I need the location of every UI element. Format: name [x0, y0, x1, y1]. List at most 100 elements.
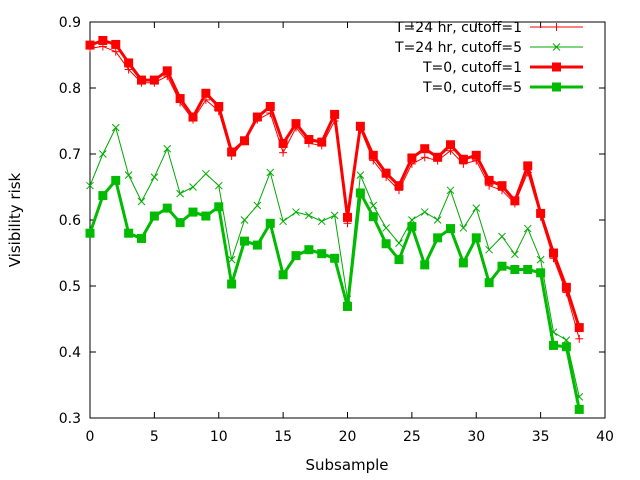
data-point-marker: [523, 224, 532, 233]
data-point-marker: [407, 222, 417, 232]
data-point-marker: [202, 169, 210, 178]
data-point-marker: [292, 208, 300, 216]
data-point-marker: [433, 216, 442, 224]
data-point-marker: [86, 181, 94, 190]
data-point-marker: [124, 228, 134, 238]
data-point-marker: [188, 207, 198, 217]
data-point-marker: [227, 279, 237, 289]
data-point-marker: [420, 260, 430, 270]
data-point-marker: [523, 161, 533, 171]
data-point-marker: [265, 101, 275, 111]
data-point-marker: [498, 232, 506, 241]
legend-label: T=24 hr, cutoff=1: [394, 20, 522, 36]
y-axis-label: Visibility risk: [6, 172, 24, 267]
data-point-marker: [214, 101, 224, 111]
y-tick-label: 0.9: [59, 15, 81, 31]
y-tick-label: 0.8: [59, 81, 81, 97]
data-point-marker: [137, 233, 146, 243]
data-point-marker: [561, 282, 571, 292]
data-point-marker: [420, 208, 429, 216]
data-point-marker: [574, 323, 584, 333]
data-point-marker: [265, 218, 275, 228]
data-point-marker: [549, 340, 558, 350]
data-point-marker: [381, 168, 391, 178]
data-point-marker: [227, 147, 237, 157]
data-point-marker: [317, 249, 327, 259]
data-point-marker: [511, 250, 519, 259]
data-point-marker: [240, 136, 249, 146]
data-point-marker: [484, 175, 494, 185]
data-point-marker: [459, 224, 468, 232]
x-tick-label: 0: [86, 429, 95, 445]
data-point-marker: [574, 404, 584, 414]
data-point-marker: [471, 150, 481, 160]
data-point-marker: [485, 245, 493, 254]
x-tick-label: 30: [467, 429, 485, 445]
data-point-marker: [343, 301, 352, 311]
data-point-marker: [240, 236, 249, 246]
y-tick-label: 0.7: [59, 147, 81, 163]
data-point-marker: [497, 181, 507, 191]
data-point-marker: [510, 196, 520, 206]
data-point-marker: [317, 217, 326, 226]
data-point-marker: [85, 228, 95, 238]
x-tick-label: 15: [274, 429, 292, 445]
data-point-marker: [446, 186, 455, 195]
data-point-marker: [291, 119, 301, 129]
data-point-marker: [330, 109, 340, 119]
data-point-marker: [407, 153, 417, 163]
data-point-marker: [124, 58, 134, 68]
data-point-marker: [536, 208, 546, 218]
axis-ticks: 0 5 10 15 20 25 30 35 40 0.3 0.4 0.5 0.6 0.7 0.8 0.9: [59, 15, 614, 445]
data-point-marker: [99, 150, 107, 158]
data-point-marker: [552, 82, 561, 92]
data-point-marker: [240, 216, 249, 224]
series-group: [85, 35, 584, 414]
y-tick-label: 0.5: [59, 279, 81, 295]
data-point-marker: [355, 188, 365, 198]
data-point-marker: [368, 150, 378, 160]
data-point-marker: [162, 66, 172, 76]
data-point-marker: [561, 342, 571, 352]
y-tick-label: 0.4: [59, 345, 81, 361]
data-point-marker: [549, 248, 558, 258]
data-point-marker: [163, 144, 172, 153]
data-point-marker: [394, 181, 404, 191]
x-tick-label: 35: [532, 429, 550, 445]
data-point-marker: [137, 75, 146, 85]
data-point-marker: [471, 233, 481, 243]
data-point-marker: [552, 43, 561, 51]
legend-label: T=24 hr, cutoff=5: [394, 40, 522, 56]
data-point-marker: [330, 211, 339, 220]
data-point-marker: [266, 168, 275, 177]
x-axis-label: Subsample: [305, 456, 388, 474]
data-point-marker: [214, 181, 223, 190]
x-tick-label: 25: [403, 429, 421, 445]
data-point-marker: [368, 212, 378, 222]
data-point-marker: [150, 173, 159, 181]
data-point-marker: [382, 224, 390, 232]
x-tick-label: 10: [210, 429, 228, 445]
legend-label: T=0, cutoff=5: [422, 80, 522, 96]
data-point-marker: [291, 251, 301, 261]
data-point-marker: [175, 218, 185, 228]
data-point-marker: [137, 197, 146, 206]
data-point-marker: [253, 201, 262, 210]
data-point-marker: [252, 112, 262, 122]
data-point-marker: [343, 212, 352, 222]
data-point-marker: [214, 202, 224, 212]
series-2: [85, 35, 584, 333]
y-tick-label: 0.6: [59, 213, 81, 229]
data-point-marker: [305, 211, 313, 220]
data-point-marker: [458, 258, 468, 268]
data-point-marker: [304, 245, 314, 255]
data-point-marker: [510, 265, 520, 274]
data-point-marker: [175, 94, 185, 104]
x-tick-label: 40: [596, 429, 614, 445]
data-point-marker: [124, 171, 133, 179]
data-point-marker: [523, 265, 533, 274]
data-point-marker: [111, 175, 121, 185]
data-point-marker: [201, 88, 211, 98]
x-tick-label: 20: [339, 429, 357, 445]
